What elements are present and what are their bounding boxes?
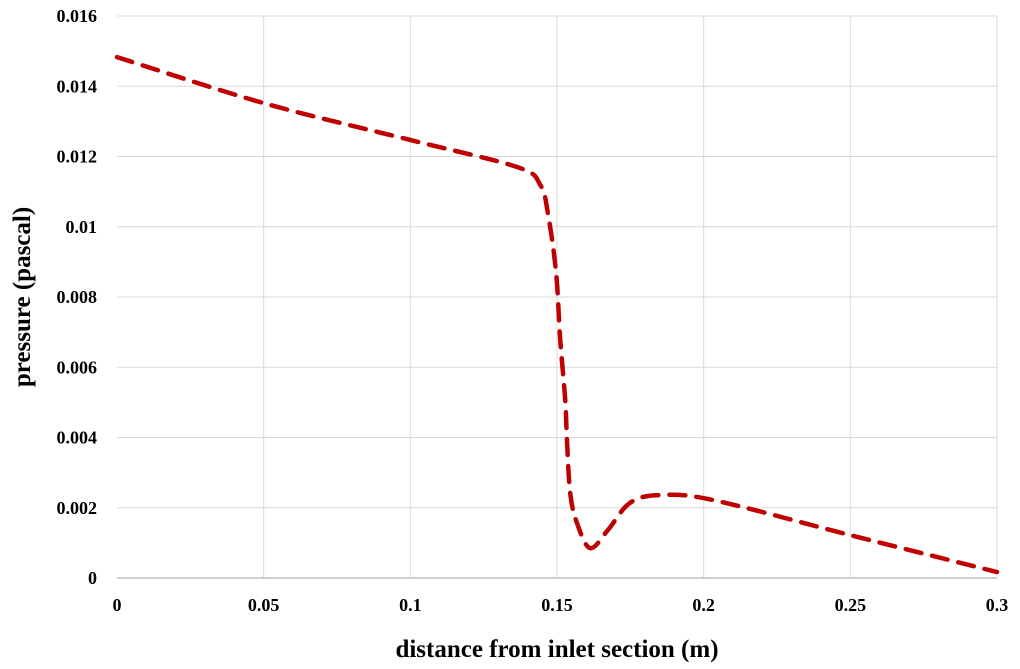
x-axis-label: distance from inlet section (m)	[395, 636, 718, 663]
x-tick-labels: 0 0.05 0.1 0.15 0.2 0.25 0.3	[113, 595, 1009, 615]
y-axis-label: pressure (pascal)	[9, 207, 36, 387]
y-tick-labels: 0 0.002 0.004 0.006 0.008 0.01 0.012 0.014 0.016	[57, 6, 98, 588]
x-tick-label: 0.15	[541, 595, 573, 615]
y-tick-label: 0.014	[57, 76, 98, 96]
x-tick-label: 0.2	[692, 595, 715, 615]
y-tick-label: 0	[88, 568, 97, 588]
series-group	[114, 54, 1000, 575]
y-tick-label: 0.004	[57, 428, 98, 448]
y-tick-label: 0.006	[57, 357, 98, 377]
x-tick-label: 0.3	[986, 595, 1009, 615]
y-tick-label: 0.01	[66, 217, 98, 237]
y-tick-label: 0.002	[57, 498, 98, 518]
x-tick-label: 0.25	[835, 595, 867, 615]
y-tick-label: 0.012	[57, 147, 98, 167]
pressure-series-line	[114, 54, 1000, 575]
grid	[117, 15, 998, 579]
y-tick-label: 0.016	[57, 6, 98, 26]
x-tick-label: 0.05	[248, 595, 280, 615]
x-tick-label: 0	[113, 595, 122, 615]
x-tick-label: 0.1	[399, 595, 422, 615]
y-tick-label: 0.008	[57, 287, 98, 307]
